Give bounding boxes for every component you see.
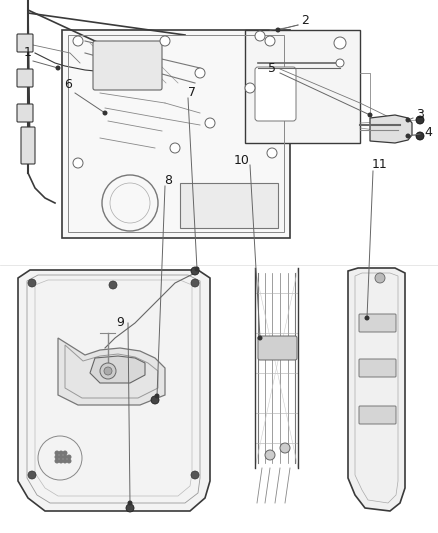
- FancyBboxPatch shape: [17, 34, 33, 52]
- Circle shape: [59, 458, 64, 464]
- Text: 7: 7: [188, 86, 196, 100]
- Circle shape: [364, 316, 370, 320]
- Circle shape: [73, 158, 83, 168]
- Circle shape: [276, 28, 280, 33]
- Circle shape: [170, 143, 180, 153]
- FancyBboxPatch shape: [21, 127, 35, 164]
- FancyBboxPatch shape: [359, 359, 396, 377]
- Circle shape: [406, 117, 410, 123]
- FancyBboxPatch shape: [17, 104, 33, 122]
- Polygon shape: [245, 30, 360, 143]
- Polygon shape: [90, 356, 145, 383]
- FancyBboxPatch shape: [359, 406, 396, 424]
- Circle shape: [63, 450, 67, 456]
- Polygon shape: [62, 30, 290, 238]
- Text: 2: 2: [301, 14, 309, 28]
- Circle shape: [126, 504, 134, 512]
- Circle shape: [56, 66, 60, 70]
- Circle shape: [191, 471, 199, 479]
- Circle shape: [109, 281, 117, 289]
- Circle shape: [194, 266, 199, 271]
- Circle shape: [245, 83, 255, 93]
- Text: 6: 6: [64, 78, 72, 92]
- Polygon shape: [58, 338, 165, 405]
- Circle shape: [54, 455, 60, 459]
- Circle shape: [416, 132, 424, 140]
- Circle shape: [367, 112, 372, 117]
- Circle shape: [155, 393, 159, 399]
- Polygon shape: [180, 183, 278, 228]
- Polygon shape: [18, 270, 210, 511]
- Circle shape: [28, 279, 36, 287]
- Circle shape: [255, 31, 265, 41]
- FancyBboxPatch shape: [255, 67, 296, 121]
- Circle shape: [205, 118, 215, 128]
- Circle shape: [258, 335, 262, 341]
- Circle shape: [127, 500, 133, 505]
- Circle shape: [265, 36, 275, 46]
- Text: 3: 3: [416, 109, 424, 122]
- Text: 1: 1: [24, 46, 32, 60]
- Circle shape: [54, 450, 60, 456]
- Polygon shape: [370, 115, 412, 143]
- Circle shape: [67, 458, 71, 464]
- Circle shape: [59, 450, 64, 456]
- Circle shape: [334, 37, 346, 49]
- Text: 10: 10: [234, 155, 250, 167]
- Circle shape: [336, 59, 344, 67]
- Circle shape: [406, 133, 410, 139]
- Circle shape: [267, 148, 277, 158]
- Text: 4: 4: [424, 126, 432, 140]
- Polygon shape: [348, 268, 405, 511]
- Circle shape: [104, 367, 112, 375]
- Text: 9: 9: [116, 317, 124, 329]
- Circle shape: [28, 471, 36, 479]
- Circle shape: [265, 450, 275, 460]
- Circle shape: [73, 36, 83, 46]
- Circle shape: [67, 455, 71, 459]
- Circle shape: [191, 279, 199, 287]
- Text: 11: 11: [372, 158, 388, 172]
- Circle shape: [416, 116, 424, 124]
- Circle shape: [54, 458, 60, 464]
- Circle shape: [151, 396, 159, 404]
- Circle shape: [100, 363, 116, 379]
- Circle shape: [280, 443, 290, 453]
- Circle shape: [375, 273, 385, 283]
- Circle shape: [191, 267, 199, 275]
- Circle shape: [63, 455, 67, 459]
- Circle shape: [195, 68, 205, 78]
- FancyBboxPatch shape: [258, 336, 297, 360]
- Circle shape: [59, 455, 64, 459]
- Circle shape: [63, 458, 67, 464]
- FancyBboxPatch shape: [17, 69, 33, 87]
- FancyBboxPatch shape: [93, 41, 162, 90]
- Circle shape: [160, 36, 170, 46]
- FancyBboxPatch shape: [359, 314, 396, 332]
- Circle shape: [102, 110, 107, 116]
- Text: 8: 8: [164, 174, 172, 188]
- Text: 5: 5: [268, 62, 276, 76]
